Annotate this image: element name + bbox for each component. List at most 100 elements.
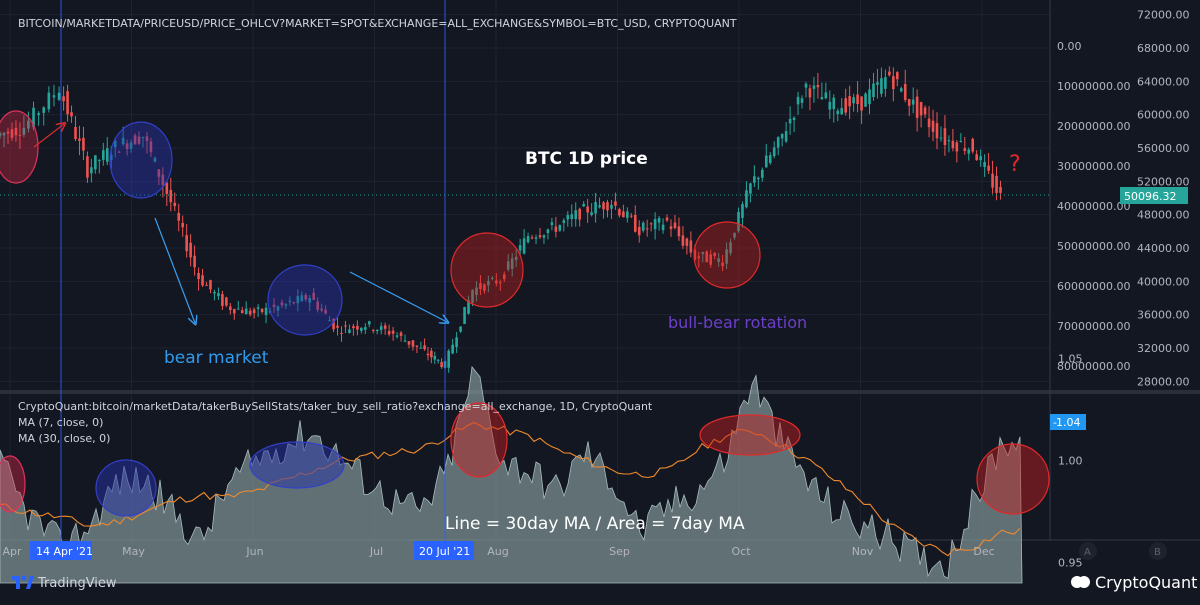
candle-body bbox=[181, 222, 184, 228]
arrow-bear-2 bbox=[349, 271, 447, 322]
scale-b-button[interactable] bbox=[1149, 542, 1167, 560]
candle-body bbox=[983, 161, 986, 167]
candle-body bbox=[761, 169, 764, 178]
candle-body bbox=[880, 78, 883, 94]
candle-body bbox=[626, 211, 629, 218]
candle-body bbox=[395, 335, 399, 337]
candle-body bbox=[308, 297, 312, 303]
grid bbox=[0, 0, 1050, 540]
candle-body bbox=[884, 77, 887, 89]
candle-body bbox=[923, 107, 927, 115]
candle-body bbox=[622, 211, 625, 218]
candle-body bbox=[197, 272, 200, 280]
candle-body bbox=[117, 151, 121, 153]
candle-body bbox=[27, 120, 30, 129]
candle-body bbox=[967, 149, 971, 154]
price-tick-label: 68000.00 bbox=[1137, 42, 1190, 55]
candle-body bbox=[820, 97, 824, 100]
candle-body bbox=[558, 225, 562, 231]
candle-body bbox=[467, 299, 470, 314]
ratio-caption: Line = 30day MA / Area = 7day MA bbox=[445, 514, 745, 534]
price-tick-label: 40000.00 bbox=[1137, 275, 1190, 288]
candle-body bbox=[709, 254, 713, 265]
candle-body bbox=[772, 147, 776, 157]
candle-body bbox=[272, 304, 276, 307]
candle-body bbox=[669, 226, 673, 230]
ma30-legend[interactable]: MA (30, close, 0) bbox=[18, 432, 110, 445]
circle-red-b3 bbox=[699, 414, 801, 456]
scale-b-label: B bbox=[1154, 547, 1161, 558]
candle-body bbox=[649, 223, 653, 225]
candle-body bbox=[975, 154, 978, 161]
marker-badge-jul bbox=[414, 541, 474, 560]
chart-title: BTC 1D price bbox=[525, 149, 648, 169]
candle-body bbox=[367, 321, 371, 325]
ma7-legend[interactable]: MA (7, close, 0) bbox=[18, 416, 103, 429]
candle-body bbox=[352, 326, 355, 329]
candle-body bbox=[570, 214, 574, 220]
candle-body bbox=[201, 275, 204, 286]
candle-body bbox=[725, 249, 728, 264]
candle-body bbox=[514, 256, 518, 261]
candle-body bbox=[868, 89, 871, 105]
candle-body bbox=[459, 326, 462, 332]
candle-body bbox=[348, 329, 351, 334]
candle-body bbox=[475, 287, 478, 296]
scale-a-button[interactable] bbox=[1079, 542, 1097, 560]
tradingview-logo[interactable]: TradingView bbox=[12, 575, 117, 592]
candle-body bbox=[614, 201, 617, 206]
candle-body bbox=[602, 202, 605, 210]
price-symbol-title[interactable]: BITCOIN/MARKETDATA/PRICEUSD/PRICE_OHLCV?… bbox=[18, 17, 737, 30]
candle-body bbox=[506, 261, 510, 270]
time-tick-label: Aug bbox=[487, 545, 508, 558]
candle-body bbox=[804, 83, 808, 88]
price-axis[interactable]: 72000.00 68000.00 64000.00 60000.00 56000.00… bbox=[1057, 9, 1190, 389]
candle-body bbox=[491, 278, 494, 280]
current-ratio-text: 1.04 bbox=[1056, 416, 1081, 429]
volume-tick-label: 70000000.00 bbox=[1057, 320, 1130, 333]
candle-body bbox=[0, 133, 2, 136]
ratio-symbol-title[interactable]: CryptoQuant:bitcoin/marketData/takerBuyS… bbox=[18, 400, 653, 413]
bear-market-label: bear market bbox=[164, 348, 269, 368]
candle-body bbox=[229, 306, 232, 310]
candle-body bbox=[221, 294, 224, 306]
price-tick-label: 48000.00 bbox=[1137, 209, 1190, 222]
candle-body bbox=[70, 112, 73, 117]
candle-body bbox=[526, 236, 530, 243]
panel-separator[interactable] bbox=[0, 390, 1200, 394]
candle-body bbox=[840, 107, 844, 115]
time-tick-label: Oct bbox=[731, 545, 751, 558]
candle-body bbox=[689, 240, 693, 253]
candle-body bbox=[78, 138, 81, 141]
time-axis[interactable]: Apr May Jun Jul Aug Sep Oct Nov Dec bbox=[2, 545, 994, 558]
circle-red-b2 bbox=[450, 402, 508, 478]
candle-body bbox=[729, 242, 732, 254]
candle-body bbox=[42, 107, 46, 113]
candle-body bbox=[832, 97, 836, 110]
candle-body bbox=[264, 307, 268, 315]
candle-body bbox=[280, 302, 284, 306]
candle-body bbox=[121, 137, 125, 145]
candle-body bbox=[979, 156, 982, 161]
ratio-axis[interactable]: 1.05 1.00 0.95 bbox=[1058, 352, 1083, 569]
candle-body bbox=[947, 140, 951, 142]
candle-body bbox=[177, 212, 181, 221]
candle-body bbox=[733, 232, 736, 238]
candle-body bbox=[919, 102, 923, 116]
candle-body bbox=[276, 306, 280, 311]
candle-body bbox=[433, 355, 437, 360]
candle-body bbox=[312, 292, 316, 300]
candle-body bbox=[407, 341, 411, 345]
candle-body bbox=[52, 95, 56, 98]
candle-body bbox=[713, 253, 716, 257]
time-tick-label: Sep bbox=[609, 545, 630, 558]
cryptoquant-logo[interactable]: CryptoQuant bbox=[1071, 573, 1197, 592]
candle-body bbox=[915, 96, 919, 118]
circle-red-3 bbox=[693, 221, 761, 289]
candle-body bbox=[379, 326, 383, 331]
candle-body bbox=[98, 160, 101, 162]
candle-body bbox=[876, 82, 879, 85]
candle-body bbox=[455, 337, 458, 348]
